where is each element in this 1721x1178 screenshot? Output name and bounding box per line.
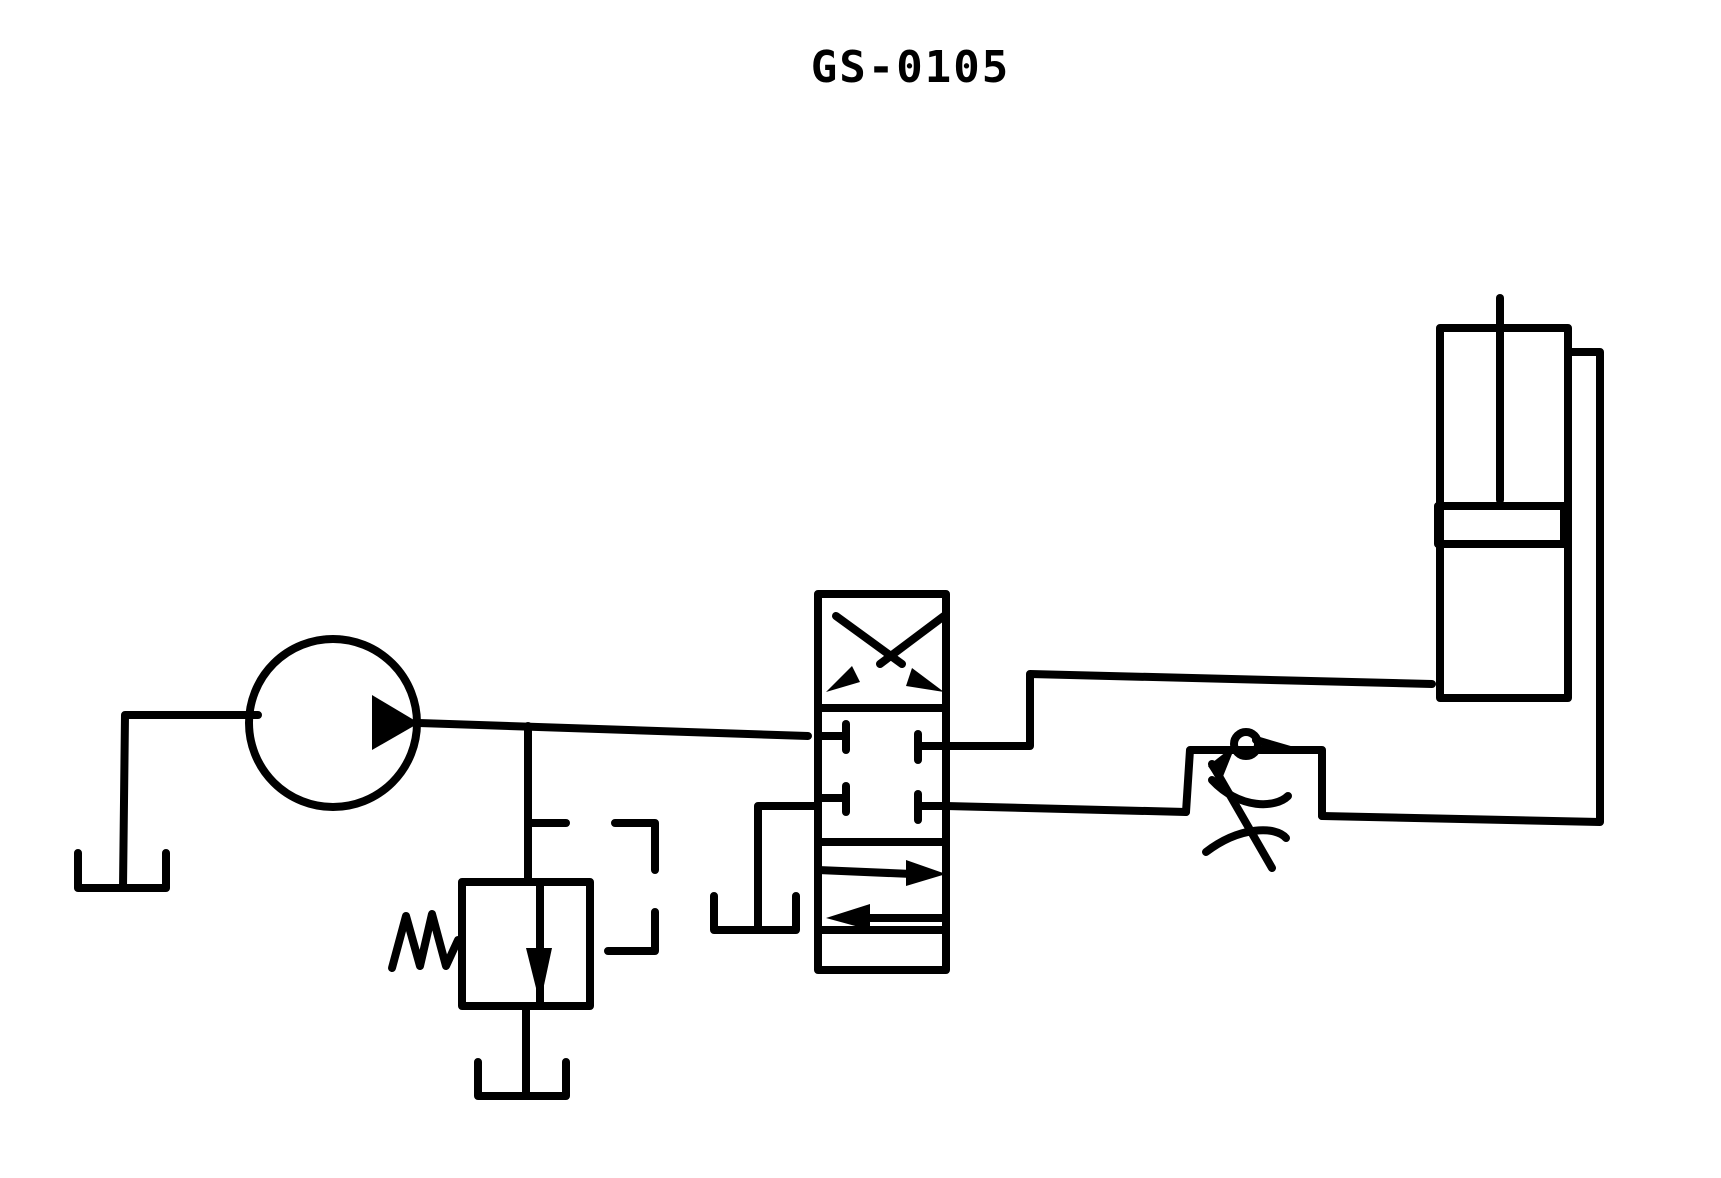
suction-line bbox=[119, 711, 262, 892]
flow-control-outlet-line bbox=[1318, 348, 1604, 826]
spring-icon bbox=[388, 910, 462, 972]
cylinder-cap-line bbox=[942, 670, 1436, 750]
double-acting-cylinder-icon bbox=[1434, 294, 1572, 702]
pressure-relief-valve-icon bbox=[458, 878, 594, 1010]
relief-reservoir-tank-icon bbox=[474, 1058, 570, 1100]
four-way-three-position-valve-icon bbox=[814, 590, 950, 974]
adjustable-flow-control-valve-icon bbox=[1182, 728, 1326, 872]
return-line bbox=[754, 802, 822, 934]
hydraulic-pump-icon bbox=[245, 635, 421, 811]
page-title: GS-0105 bbox=[810, 42, 1011, 93]
pilot-line-lower bbox=[604, 908, 659, 955]
pressure-line bbox=[415, 719, 812, 740]
cylinder-rod-line bbox=[942, 802, 1190, 816]
pilot-line-right bbox=[611, 819, 659, 874]
